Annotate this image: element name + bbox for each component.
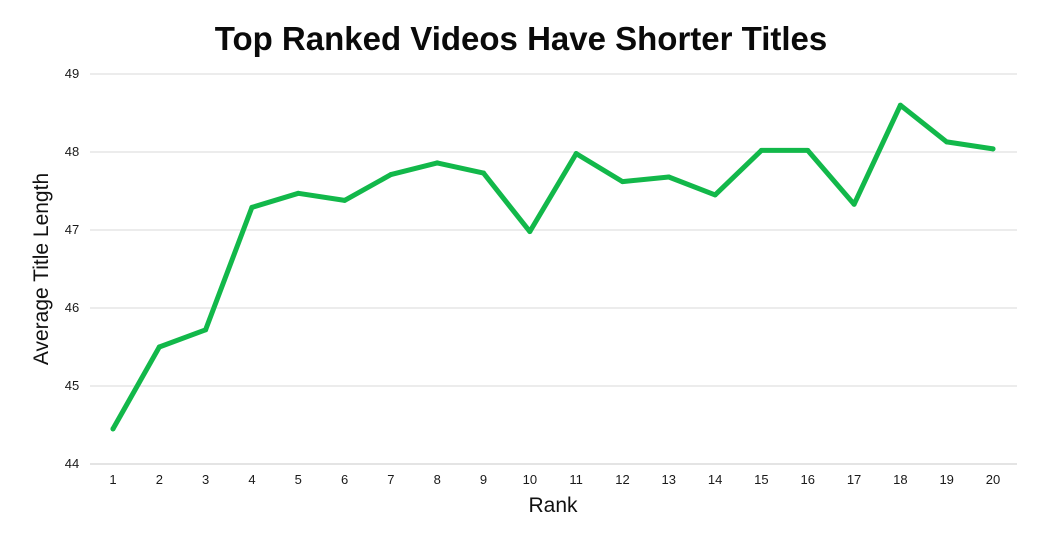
x-tick-label: 3 <box>202 472 209 487</box>
data-point <box>388 172 394 178</box>
y-axis-title: Average Title Length <box>30 173 53 365</box>
data-point <box>990 146 996 152</box>
data-point <box>758 147 764 153</box>
x-tick-label: 1 <box>109 472 116 487</box>
data-point <box>249 204 255 210</box>
data-point <box>156 344 162 350</box>
data-point <box>203 327 209 333</box>
x-tick-label: 9 <box>480 472 487 487</box>
x-tick-label: 10 <box>523 472 537 487</box>
y-tick-label: 45 <box>65 378 79 393</box>
x-tick-label: 14 <box>708 472 722 487</box>
x-tick-label: 5 <box>295 472 302 487</box>
data-point <box>944 139 950 145</box>
series-layer <box>110 102 996 432</box>
data-point <box>481 170 487 176</box>
x-tick-label: 7 <box>387 472 394 487</box>
x-tick-label: 17 <box>847 472 861 487</box>
data-point <box>805 147 811 153</box>
x-tick-label: 12 <box>615 472 629 487</box>
series-line <box>110 102 996 432</box>
x-tick-label: 2 <box>156 472 163 487</box>
x-axis-title: Rank <box>528 494 578 517</box>
x-tick-label: 13 <box>662 472 676 487</box>
x-tick-label: 8 <box>434 472 441 487</box>
data-point <box>295 190 301 196</box>
x-tick-label: 16 <box>801 472 815 487</box>
data-point <box>619 179 625 185</box>
y-tick-label: 48 <box>65 144 79 159</box>
data-point <box>573 151 579 157</box>
y-tick-label: 46 <box>65 300 79 315</box>
data-point <box>342 197 348 203</box>
data-point <box>434 160 440 166</box>
chart-title: Top Ranked Videos Have Shorter Titles <box>215 20 828 57</box>
x-tick-label: 4 <box>248 472 255 487</box>
y-tick-label: 44 <box>65 456 79 471</box>
data-point <box>527 229 533 235</box>
x-tick-label: 6 <box>341 472 348 487</box>
x-tick-label: 15 <box>754 472 768 487</box>
data-point <box>666 174 672 180</box>
y-tick-label: 47 <box>65 222 79 237</box>
x-tick-label: 20 <box>986 472 1000 487</box>
x-tick-label: 19 <box>939 472 953 487</box>
x-tick-label: 11 <box>569 472 583 487</box>
x-tick-label: 18 <box>893 472 907 487</box>
x-axis-ticks: 1 2 3 4 5 6 7 8 9 10 11 12 13 14 15 16 17 18 19 20 <box>109 472 1000 487</box>
y-tick-label: 49 <box>65 66 79 81</box>
data-point <box>851 201 857 207</box>
y-axis-ticks: 44 45 46 47 48 49 <box>65 66 79 471</box>
data-point <box>110 426 116 432</box>
data-point <box>897 102 903 108</box>
data-point <box>712 192 718 198</box>
